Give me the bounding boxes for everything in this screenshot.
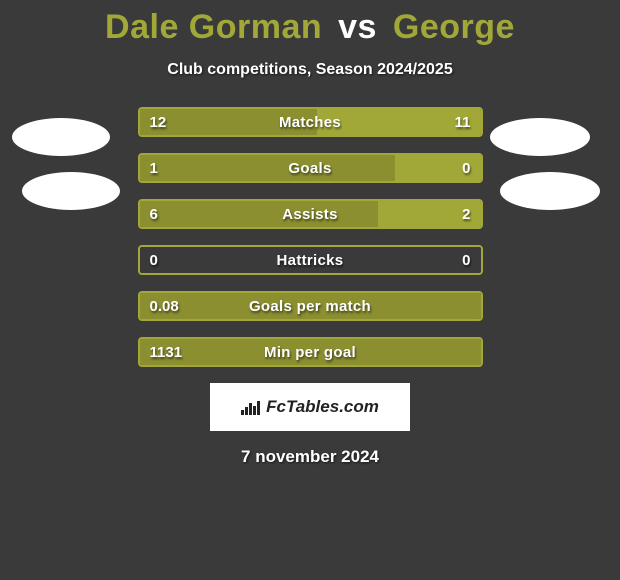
stat-value-right: 11 xyxy=(445,109,481,135)
stat-value-left: 12 xyxy=(140,109,177,135)
stat-value-left: 1 xyxy=(140,155,168,181)
footer-date: 7 november 2024 xyxy=(0,447,620,467)
stat-value-left: 0 xyxy=(140,247,168,273)
stat-label: Assists xyxy=(140,201,481,227)
stat-value-left: 1131 xyxy=(140,339,193,365)
stat-row: Assists6 2 xyxy=(138,199,483,229)
fctables-logo: FcTables.com xyxy=(210,383,410,431)
stat-value-right: 0 xyxy=(452,155,480,181)
vs-text: vs xyxy=(338,8,377,46)
stat-rows: Matches1211Goals10Assists62Hattricks00Go… xyxy=(138,107,483,367)
player-avatar-left xyxy=(12,118,110,156)
logo-text: FcTables.com xyxy=(266,397,379,417)
subtitle: Club competitions, Season 2024/2025 xyxy=(0,61,620,79)
stat-row: Goals per match0.08 xyxy=(138,291,483,321)
player2-name: George xyxy=(393,8,515,46)
player-avatar-left xyxy=(22,172,120,210)
stat-row: Hattricks0 0 xyxy=(138,245,483,275)
stat-label: Matches xyxy=(140,109,481,135)
comparison-title: Dale Gorman vs George xyxy=(0,0,620,47)
stat-value-right xyxy=(461,293,481,319)
stat-row: Matches12 11 xyxy=(138,107,483,137)
player-avatar-right xyxy=(490,118,590,156)
stat-row: Min per goal1131 xyxy=(138,337,483,367)
stat-value-left: 6 xyxy=(140,201,168,227)
stat-row: Goals1 0 xyxy=(138,153,483,183)
signal-icon xyxy=(241,399,260,415)
stat-value-right: 0 xyxy=(452,247,480,273)
stat-value-left: 0.08 xyxy=(140,293,189,319)
stat-label: Goals xyxy=(140,155,481,181)
stat-value-right xyxy=(461,339,481,365)
stat-label: Hattricks xyxy=(140,247,481,273)
stat-value-right: 2 xyxy=(452,201,480,227)
player1-name: Dale Gorman xyxy=(105,8,322,46)
player-avatar-right xyxy=(500,172,600,210)
stat-label: Goals per match xyxy=(140,293,481,319)
